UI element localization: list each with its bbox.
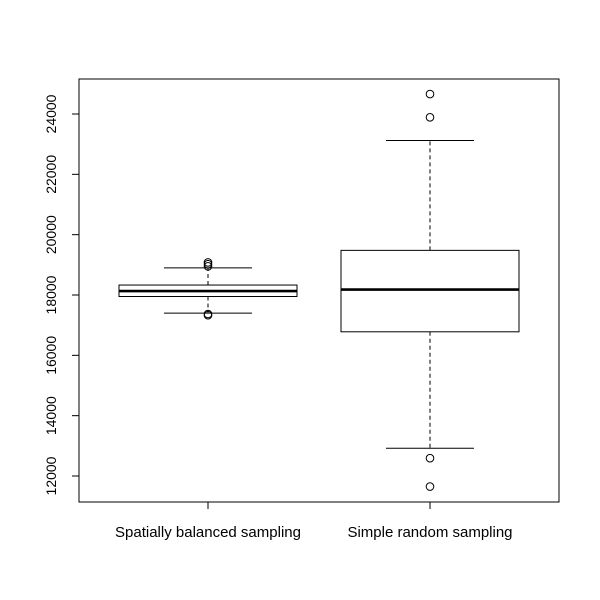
y-tick-label: 18000: [43, 275, 59, 314]
outlier-point: [203, 309, 213, 319]
outlier-point: [425, 113, 435, 122]
x-axis: Spatially balanced sampling Simple random…: [115, 501, 513, 541]
y-tick-label: 16000: [43, 336, 59, 375]
outlier-point: [203, 262, 213, 271]
y-tick-label: 12000: [43, 456, 59, 495]
box-group: [340, 89, 520, 491]
x-category-label: Simple random sampling: [347, 524, 512, 541]
outlier-point: [425, 89, 435, 99]
y-axis: 12000 14000 16000 18000 20000 22000 24000: [43, 94, 80, 495]
x-category-label: Spatially balanced sampling: [115, 524, 301, 541]
outlier-point: [425, 482, 435, 491]
box-group: [118, 258, 298, 320]
box-iqr: [340, 249, 520, 333]
y-tick-label: 20000: [43, 215, 59, 254]
y-tick-label: 24000: [43, 94, 59, 133]
y-tick-label: 22000: [43, 155, 59, 194]
boxes: [118, 89, 520, 491]
outlier-point: [203, 258, 213, 267]
outlier-point: [425, 453, 435, 463]
y-tick-label: 14000: [43, 396, 59, 435]
